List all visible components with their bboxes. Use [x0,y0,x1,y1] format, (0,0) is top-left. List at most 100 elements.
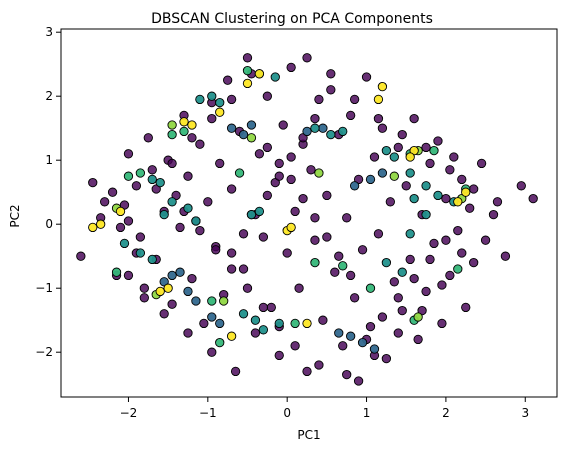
scatter-point [353,376,364,386]
scatter-point [278,120,288,130]
scatter-point [310,123,320,133]
scatter-point [326,129,336,140]
scatter-point [425,158,435,169]
scatter-point [254,149,265,159]
scatter-point [246,120,257,130]
scatter-point [338,341,348,351]
x-tick-label: −2 [120,406,138,420]
scatter-point [211,245,221,255]
scatter-point [123,149,134,159]
scatter-point [246,209,257,220]
scatter-point [401,181,411,191]
scatter-point [76,251,86,261]
scatter-point [433,136,443,146]
scatter-point [123,171,134,181]
scatter-point [429,145,439,156]
y-axis-label: PC2 [8,204,22,227]
scatter-point [441,193,451,204]
scatter-point [159,309,169,319]
scatter-point [334,328,344,338]
scatter-point [342,213,352,223]
scatter-point [242,283,253,293]
scatter-point [242,65,253,76]
scatter-point [123,270,134,281]
scatter-point [421,209,431,220]
scatter-point [330,267,340,277]
scatter-point [409,193,419,204]
scatter-point [183,203,193,213]
scatter-point [445,270,455,281]
scatter-point [100,197,110,207]
y-tick-label: −1 [35,281,53,295]
scatter-point [274,171,284,181]
scatter-point [226,264,237,274]
scatter-point [405,229,415,239]
scatter-point [163,283,173,293]
scatter-point [238,309,249,319]
scatter-point [461,302,471,313]
scatter-point [429,238,439,249]
scatter-point [310,213,320,223]
scatter-point [96,219,106,229]
scatter-point [469,257,479,268]
scatter-point [377,312,388,322]
scatter-point [226,248,237,258]
scatter-point [290,206,300,217]
scatter-point [397,267,407,277]
scatter-point [111,267,122,277]
scatter-point [167,158,177,169]
scatter-point [405,168,415,178]
scatter-point [147,174,157,185]
scatter-point [421,181,431,191]
scatter-point [349,94,360,105]
scatter-point [187,273,197,284]
scatter-point [254,69,265,79]
scatter-point [191,216,201,226]
scatter-point [377,168,388,178]
scatter-point [334,251,344,261]
scatter-point [465,203,475,213]
scatter-point [139,293,149,303]
scatter-point [258,232,269,242]
scatter-point [437,318,447,329]
scatter-point [445,165,455,175]
scatter-point [381,257,392,268]
scatter-point [254,206,265,217]
scatter-point [393,328,403,338]
scatter-point [191,296,201,306]
scatter-point [290,341,300,351]
scatter-point [381,353,392,364]
scatter-point [155,286,165,297]
scatter-point [322,190,332,201]
scatter-point [226,123,237,133]
y-tick-label: 0 [45,217,53,231]
scatter-point [516,181,526,191]
scatter-point [389,152,399,162]
scatter-point [381,145,392,156]
scatter-point [139,283,149,293]
scatter-point [397,305,407,316]
scatter-point [242,53,253,63]
scatter-point [453,197,463,207]
scatter-point [123,216,134,226]
scatter-point [215,107,225,117]
scatter-point [377,123,388,133]
scatter-point [310,257,320,268]
y-axis-ticks: −2 −1 0 1 2 3 [35,25,61,359]
scatter-point [286,62,296,73]
scatter-point [282,248,292,258]
scatter-point [226,184,237,194]
scatter-point [346,270,356,281]
y-tick-label: 1 [45,153,53,167]
scatter-point [88,177,98,188]
scatter-point [175,222,185,233]
scatter-point [369,152,380,162]
scatter-point [298,193,308,204]
scatter-point [433,190,443,201]
x-tick-label: 3 [521,406,529,420]
scatter-point [195,94,205,105]
scatter-point [322,232,332,242]
scatter-point [135,248,146,258]
scatter-point [441,235,451,245]
